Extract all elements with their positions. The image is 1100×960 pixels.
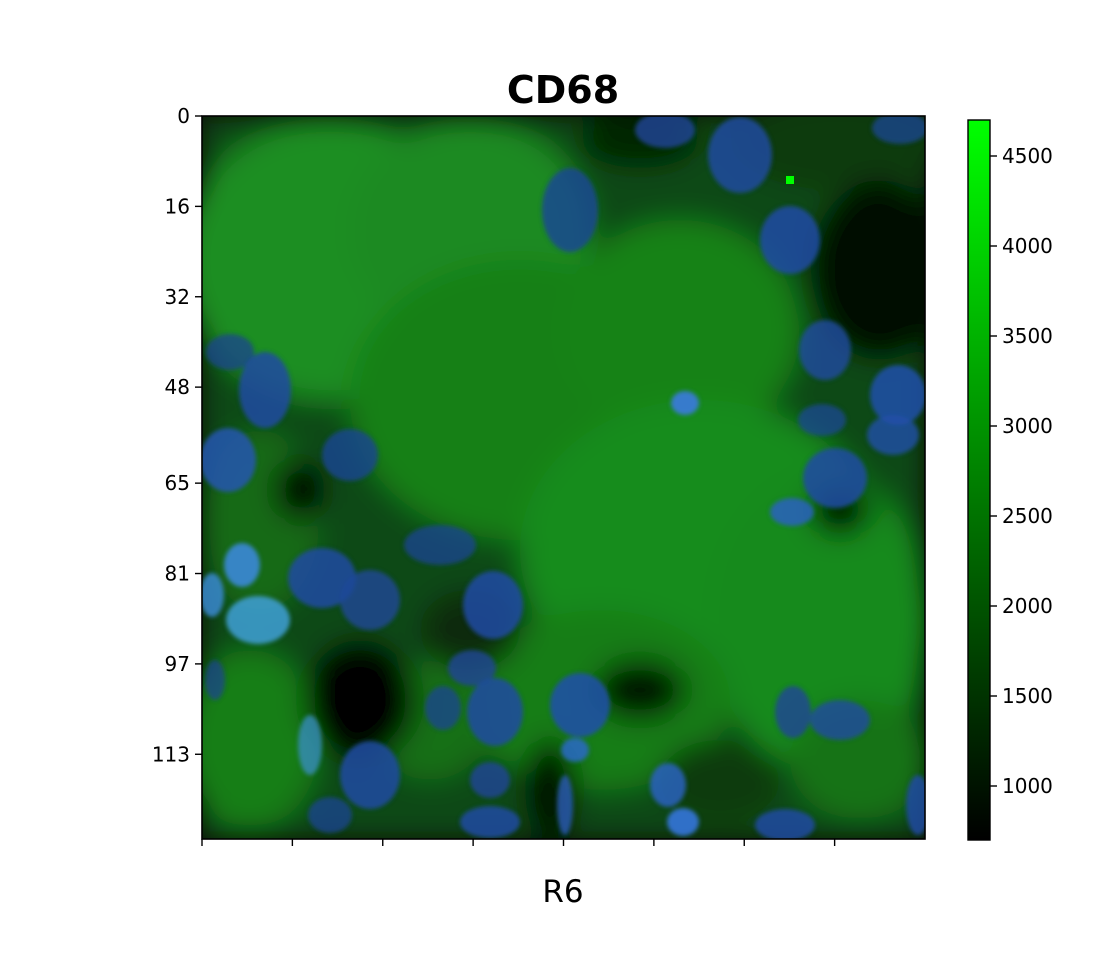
- bright-spot: [786, 176, 794, 184]
- colorbar-tick-label: 2500: [1002, 504, 1053, 528]
- colorbar-tick-label: 1000: [1002, 774, 1053, 798]
- y-tick-label: 65: [165, 471, 190, 495]
- y-tick-label: 0: [177, 104, 190, 128]
- y-tick-label: 48: [165, 375, 190, 399]
- colorbar-tick-label: 4500: [1002, 144, 1053, 168]
- colorbar-tick-label: 4000: [1002, 234, 1053, 258]
- y-tick-label: 113: [152, 742, 190, 766]
- y-tick-label: 16: [165, 194, 190, 218]
- y-tick-label: 81: [165, 562, 190, 586]
- chart-title: CD68: [507, 68, 619, 112]
- x-axis-label: R6: [542, 874, 583, 910]
- y-tick-label: 32: [165, 285, 190, 309]
- x-axis: [202, 839, 835, 846]
- colorbar-ticks: 1000 1500 2000 2500 3000 3500 4000 4500: [990, 144, 1053, 798]
- colorbar-tick-label: 3000: [1002, 414, 1053, 438]
- colorbar-gradient: [968, 120, 990, 840]
- y-axis: 0 16 32 48 65 81 97 113: [152, 104, 202, 766]
- colorbar-tick-label: 2000: [1002, 594, 1053, 618]
- colorbar: 1000 1500 2000 2500 3000 3500 4000 4500: [968, 120, 1053, 840]
- image-panel: [180, 90, 950, 841]
- colorbar-tick-label: 1500: [1002, 684, 1053, 708]
- colorbar-tick-label: 3500: [1002, 324, 1053, 348]
- y-tick-label: 97: [165, 652, 190, 676]
